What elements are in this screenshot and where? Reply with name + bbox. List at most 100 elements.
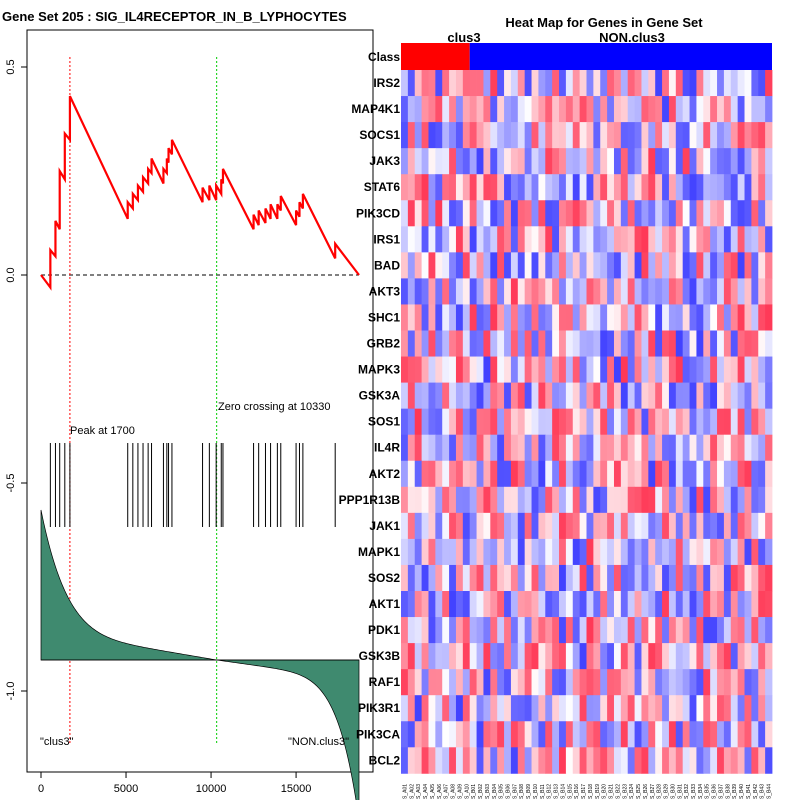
heat-cell (655, 278, 663, 305)
gene-label: PPP1R13B (339, 493, 401, 507)
heat-cell (737, 434, 745, 462)
sample-label: S_B20 (602, 784, 608, 799)
heat-cell (531, 278, 539, 305)
heat-cell (600, 356, 608, 383)
heat-cell (696, 669, 704, 696)
heat-cell (607, 408, 615, 436)
heat-cell (490, 486, 498, 514)
heat-cell (517, 382, 526, 410)
heat-cell (703, 278, 711, 305)
heat-cell (449, 643, 457, 670)
gene-label: SOS1 (368, 415, 400, 429)
heat-cell (483, 200, 491, 227)
heat-cell (442, 96, 450, 123)
heat-cell (634, 70, 642, 97)
heat-cell (572, 96, 581, 123)
heat-cell (517, 200, 526, 227)
heat-cell (449, 148, 457, 175)
heat-cell (634, 643, 642, 670)
heat-cell (428, 200, 436, 227)
heat-cell (607, 200, 615, 227)
heat-cell (435, 174, 443, 201)
heat-cell (730, 512, 739, 540)
heat-cell (668, 200, 677, 227)
heat-cell (552, 122, 560, 149)
heat-cell (510, 330, 519, 357)
heat-cell (462, 669, 471, 696)
heat-cell (710, 408, 718, 436)
heat-cell (613, 643, 622, 670)
heat-cell (675, 200, 684, 227)
heat-cell (662, 564, 670, 592)
heat-cell (483, 486, 491, 514)
heat-cell (442, 226, 450, 253)
heat-cell (435, 382, 443, 410)
heat-cell (559, 252, 567, 279)
heat-cell (524, 643, 532, 670)
sample-label: S_B10 (533, 784, 539, 799)
heat-cell (723, 643, 732, 670)
sample-label: S_B15 (567, 784, 573, 799)
heat-cell (490, 278, 498, 305)
y-tick-label: -0.5 (5, 474, 17, 493)
heat-cell (737, 356, 745, 383)
heat-cell (689, 356, 697, 383)
heat-cell (641, 226, 649, 253)
heat-cell (462, 356, 471, 383)
heat-cell (517, 434, 526, 462)
heat-cell (593, 564, 601, 592)
heat-cell (401, 122, 409, 149)
heat-cell (682, 408, 690, 436)
heat-cell (648, 617, 656, 644)
heat-cell (552, 591, 560, 618)
heat-cell (682, 486, 690, 514)
heat-cell (662, 252, 670, 279)
heat-cell (517, 70, 526, 97)
heat-cell (737, 252, 745, 279)
heat-cell (620, 747, 629, 774)
heat-cell (730, 695, 739, 722)
heat-cell (469, 538, 477, 566)
heat-cell (524, 174, 532, 201)
heat-cell (565, 669, 574, 696)
heat-cell (682, 382, 690, 410)
heat-cell (723, 747, 732, 774)
heat-cell (476, 96, 484, 123)
heat-cell (668, 226, 677, 253)
heat-cell (675, 252, 684, 279)
heat-cell (538, 460, 546, 488)
heat-cell (730, 434, 739, 462)
heat-cell (600, 96, 608, 123)
heat-cell (586, 486, 594, 514)
heat-cell (717, 747, 725, 774)
heat-cell (593, 330, 601, 357)
heat-cell (462, 695, 471, 722)
heat-cell (510, 174, 519, 201)
heat-cell (462, 174, 471, 201)
heat-cell (559, 304, 567, 331)
heat-cell (689, 148, 697, 175)
heat-cell (442, 434, 450, 462)
sample-label: S_B03 (485, 784, 491, 799)
heat-cell (462, 304, 471, 331)
heat-cell (751, 96, 759, 123)
heat-cell (455, 226, 464, 253)
heat-cell (737, 330, 745, 357)
heat-cell (717, 695, 725, 722)
heat-cell (648, 200, 656, 227)
heat-cell (627, 122, 635, 149)
heat-cell (455, 434, 464, 462)
heat-cell (497, 382, 505, 410)
heat-cell (552, 356, 560, 383)
heat-cell (634, 200, 642, 227)
heat-cell (435, 122, 443, 149)
gene-label: PIK3CD (356, 206, 400, 220)
heat-cell (559, 669, 567, 696)
heat-cell (510, 434, 519, 462)
heat-cell (613, 330, 622, 357)
heat-cell (634, 330, 642, 357)
heat-cell (579, 148, 587, 175)
heat-cell (634, 174, 642, 201)
heat-cell (428, 96, 436, 123)
heat-cell (717, 382, 725, 410)
